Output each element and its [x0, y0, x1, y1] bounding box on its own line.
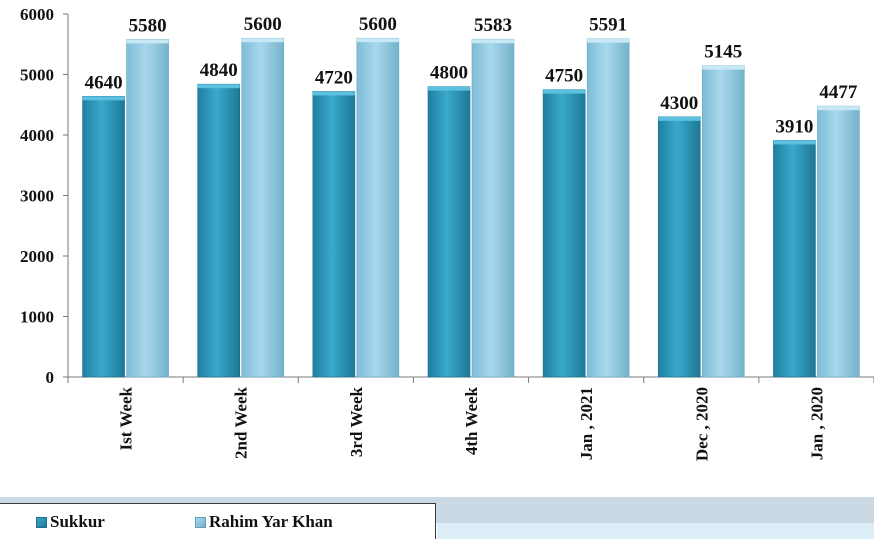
bar-cap-sukkur: [82, 96, 125, 101]
bar-cap-sukkur: [312, 91, 355, 96]
bar-cap-sukkur: [658, 116, 701, 121]
bar-cap-rahim-yar-khan: [472, 39, 514, 44]
bar-sukkur: [197, 83, 241, 378]
bar-rahim-yar-khan: [817, 105, 860, 378]
data-label-sukkur: 4640: [85, 72, 123, 93]
bar-sukkur: [773, 140, 816, 378]
category-labels: Ist Week 2nd Week 3rd Week 4th Week Jan , 20…: [117, 386, 827, 461]
y-tick-label: 2000: [20, 247, 54, 266]
data-label-sukkur: 4300: [660, 93, 698, 114]
category-label: Ist Week: [117, 386, 136, 450]
bar-sukkur: [82, 95, 125, 378]
bar-rahim-yar-khan: [471, 38, 515, 378]
bar-cap-rahim-yar-khan: [356, 38, 399, 43]
bar-rahim-yar-khan: [126, 39, 169, 378]
category-label: 4th Week: [462, 386, 481, 455]
legend-band-lower: [437, 523, 874, 539]
data-label-rahim-yar-khan: 5145: [704, 42, 742, 63]
bar-rahim-yar-khan: [701, 65, 745, 378]
y-tick-label: 1000: [20, 308, 54, 327]
data-label-rahim-yar-khan: 5600: [359, 14, 397, 35]
bar-cap-rahim-yar-khan: [241, 38, 284, 43]
bar-sukkur: [542, 89, 586, 378]
y-axis: 0 1000 2000 3000 4000 5000 6000: [20, 5, 69, 387]
legend-item-rahim-yar-khan: Rahim Yar Khan: [195, 513, 333, 531]
y-tick-label: 0: [46, 368, 55, 387]
bar-sukkur: [312, 91, 356, 378]
bar-cap-sukkur: [197, 84, 240, 89]
y-tick-label: 5000: [20, 66, 54, 85]
legend-item-sukkur: Sukkur: [36, 513, 105, 531]
bars: [82, 37, 860, 378]
y-tick-label: 6000: [20, 5, 54, 24]
legend: Sukkur Rahim Yar Khan: [0, 503, 436, 539]
category-label: Jan , 2020: [807, 387, 826, 460]
x-axis: [67, 376, 874, 383]
data-labels: 4640 5580 4840 5600 4720 5600 4800 5583 4750 5591…: [85, 14, 858, 137]
data-label-sukkur: 3910: [775, 116, 813, 137]
bar-cap-sukkur: [773, 140, 816, 145]
legend-label-sukkur: Sukkur: [50, 512, 105, 531]
bar-rahim-yar-khan: [356, 37, 400, 378]
data-label-rahim-yar-khan: 5600: [244, 14, 282, 35]
category-label: Jan , 2021: [577, 387, 596, 460]
data-label-rahim-yar-khan: 4477: [819, 82, 858, 103]
bar-sukkur: [657, 116, 701, 378]
bar-cap-sukkur: [543, 89, 586, 94]
data-label-rahim-yar-khan: 5583: [474, 15, 512, 36]
y-tick-label: 4000: [20, 126, 54, 145]
data-label-sukkur: 4750: [545, 66, 583, 87]
category-label: 3rd Week: [347, 386, 366, 457]
category-label: 2nd Week: [232, 386, 251, 459]
data-label-sukkur: 4800: [430, 63, 468, 84]
legend-swatch-rahim-yar-khan: [195, 516, 206, 528]
bar-rahim-yar-khan: [241, 37, 285, 378]
bar-rahim-yar-khan: [586, 38, 630, 378]
data-label-rahim-yar-khan: 5591: [589, 15, 627, 36]
data-label-sukkur: 4840: [200, 60, 238, 81]
data-label-rahim-yar-khan: 5580: [129, 15, 167, 36]
bar-cap-rahim-yar-khan: [126, 39, 169, 44]
bar-sukkur: [427, 86, 471, 378]
bar-cap-rahim-yar-khan: [587, 38, 630, 43]
legend-label-rahim-yar-khan: Rahim Yar Khan: [209, 512, 333, 531]
bar-chart: 0 1000 2000 3000 4000 5000 6000 4640 5580 4840 56…: [20, 5, 874, 461]
data-label-sukkur: 4720: [315, 67, 353, 88]
y-tick-label: 3000: [20, 187, 54, 206]
bar-cap-sukkur: [428, 86, 470, 91]
bar-cap-rahim-yar-khan: [702, 65, 745, 70]
bar-cap-rahim-yar-khan: [817, 106, 860, 111]
category-label: Dec , 2020: [692, 387, 711, 461]
legend-swatch-sukkur: [36, 516, 47, 528]
